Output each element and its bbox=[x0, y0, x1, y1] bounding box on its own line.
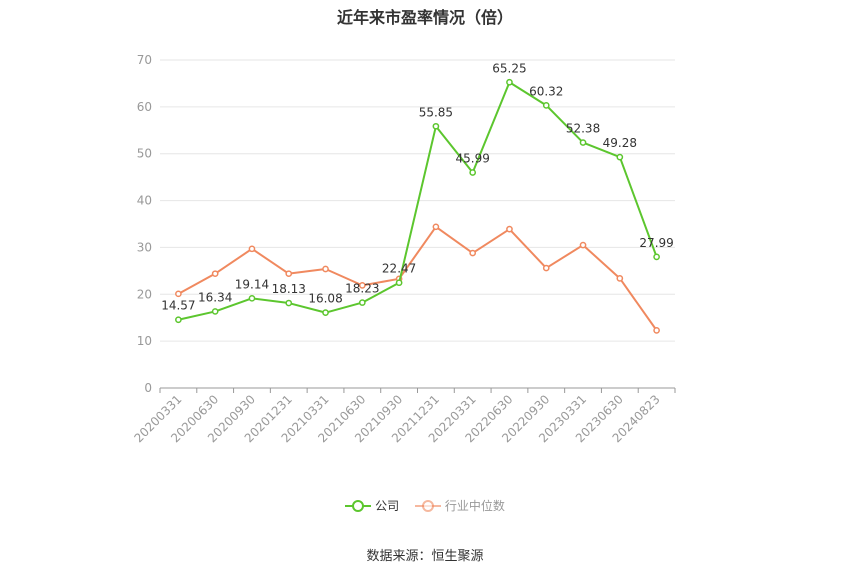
data-label: 16.08 bbox=[308, 292, 342, 306]
data-point-industry bbox=[506, 225, 513, 233]
data-point-industry bbox=[579, 241, 587, 249]
data-point-company bbox=[653, 253, 660, 261]
y-tick-label: 10 bbox=[137, 334, 152, 348]
legend-industry-marker bbox=[414, 499, 441, 512]
legend-company-label: 公司 bbox=[375, 499, 400, 513]
data-point-company bbox=[322, 309, 329, 317]
data-label: 52.38 bbox=[566, 122, 600, 136]
data-label: 60.32 bbox=[529, 84, 563, 98]
data-point-company bbox=[432, 122, 440, 130]
y-tick-label: 70 bbox=[137, 53, 152, 67]
data-point-company bbox=[506, 78, 513, 86]
data-label: 18.13 bbox=[272, 282, 306, 296]
data-label: 45.99 bbox=[455, 152, 489, 166]
y-tick-label: 50 bbox=[137, 147, 152, 161]
series-line-industry bbox=[177, 225, 658, 331]
legend-company-marker bbox=[345, 499, 372, 512]
chart-legend: 公司 行业中位数 bbox=[0, 497, 850, 515]
legend-item-company[interactable]: 公司 bbox=[345, 497, 399, 514]
data-label: 65.25 bbox=[492, 61, 526, 75]
data-point-industry bbox=[285, 270, 293, 278]
data-source-note: 数据来源：恒生聚源 bbox=[366, 549, 484, 564]
data-label: 22.47 bbox=[382, 262, 416, 276]
legend-item-industry[interactable]: 行业中位数 bbox=[414, 497, 505, 514]
data-point-industry bbox=[175, 290, 182, 298]
y-tick-label: 40 bbox=[137, 194, 152, 208]
data-label: 14.57 bbox=[161, 299, 195, 313]
data-point-company bbox=[395, 279, 403, 287]
data-point-industry bbox=[432, 223, 440, 231]
data-point-company bbox=[542, 102, 550, 109]
y-tick-label: 0 bbox=[144, 381, 152, 395]
data-point-company bbox=[469, 169, 477, 176]
data-point-industry bbox=[358, 282, 366, 289]
data-point-industry bbox=[542, 264, 550, 272]
data-label: 27.99 bbox=[639, 236, 673, 250]
data-point-company bbox=[285, 299, 293, 307]
data-label: 19.14 bbox=[235, 277, 269, 291]
data-point-industry bbox=[469, 249, 477, 257]
data-point-company bbox=[211, 308, 219, 315]
data-point-industry bbox=[322, 265, 329, 273]
legend-industry-label: 行业中位数 bbox=[444, 499, 505, 513]
data-label: 18.23 bbox=[345, 282, 379, 296]
data-point-company bbox=[175, 316, 182, 324]
series-line-company bbox=[178, 81, 658, 321]
data-point-industry bbox=[248, 245, 256, 253]
data-point-company bbox=[616, 153, 624, 161]
y-tick-label: 30 bbox=[137, 240, 152, 254]
data-point-company bbox=[579, 139, 587, 146]
data-point-industry bbox=[211, 270, 219, 278]
data-point-industry bbox=[616, 275, 624, 282]
data-point-industry bbox=[653, 327, 660, 334]
data-label: 16.34 bbox=[198, 290, 232, 304]
data-label: 55.85 bbox=[419, 105, 453, 119]
y-tick-label: 20 bbox=[137, 287, 152, 301]
data-label: 49.28 bbox=[603, 136, 637, 150]
data-point-company bbox=[358, 299, 366, 306]
data-point-company bbox=[248, 294, 256, 302]
y-tick-label: 60 bbox=[137, 100, 152, 114]
chart-title: 近年来市盈率情况（倍） bbox=[336, 8, 513, 27]
